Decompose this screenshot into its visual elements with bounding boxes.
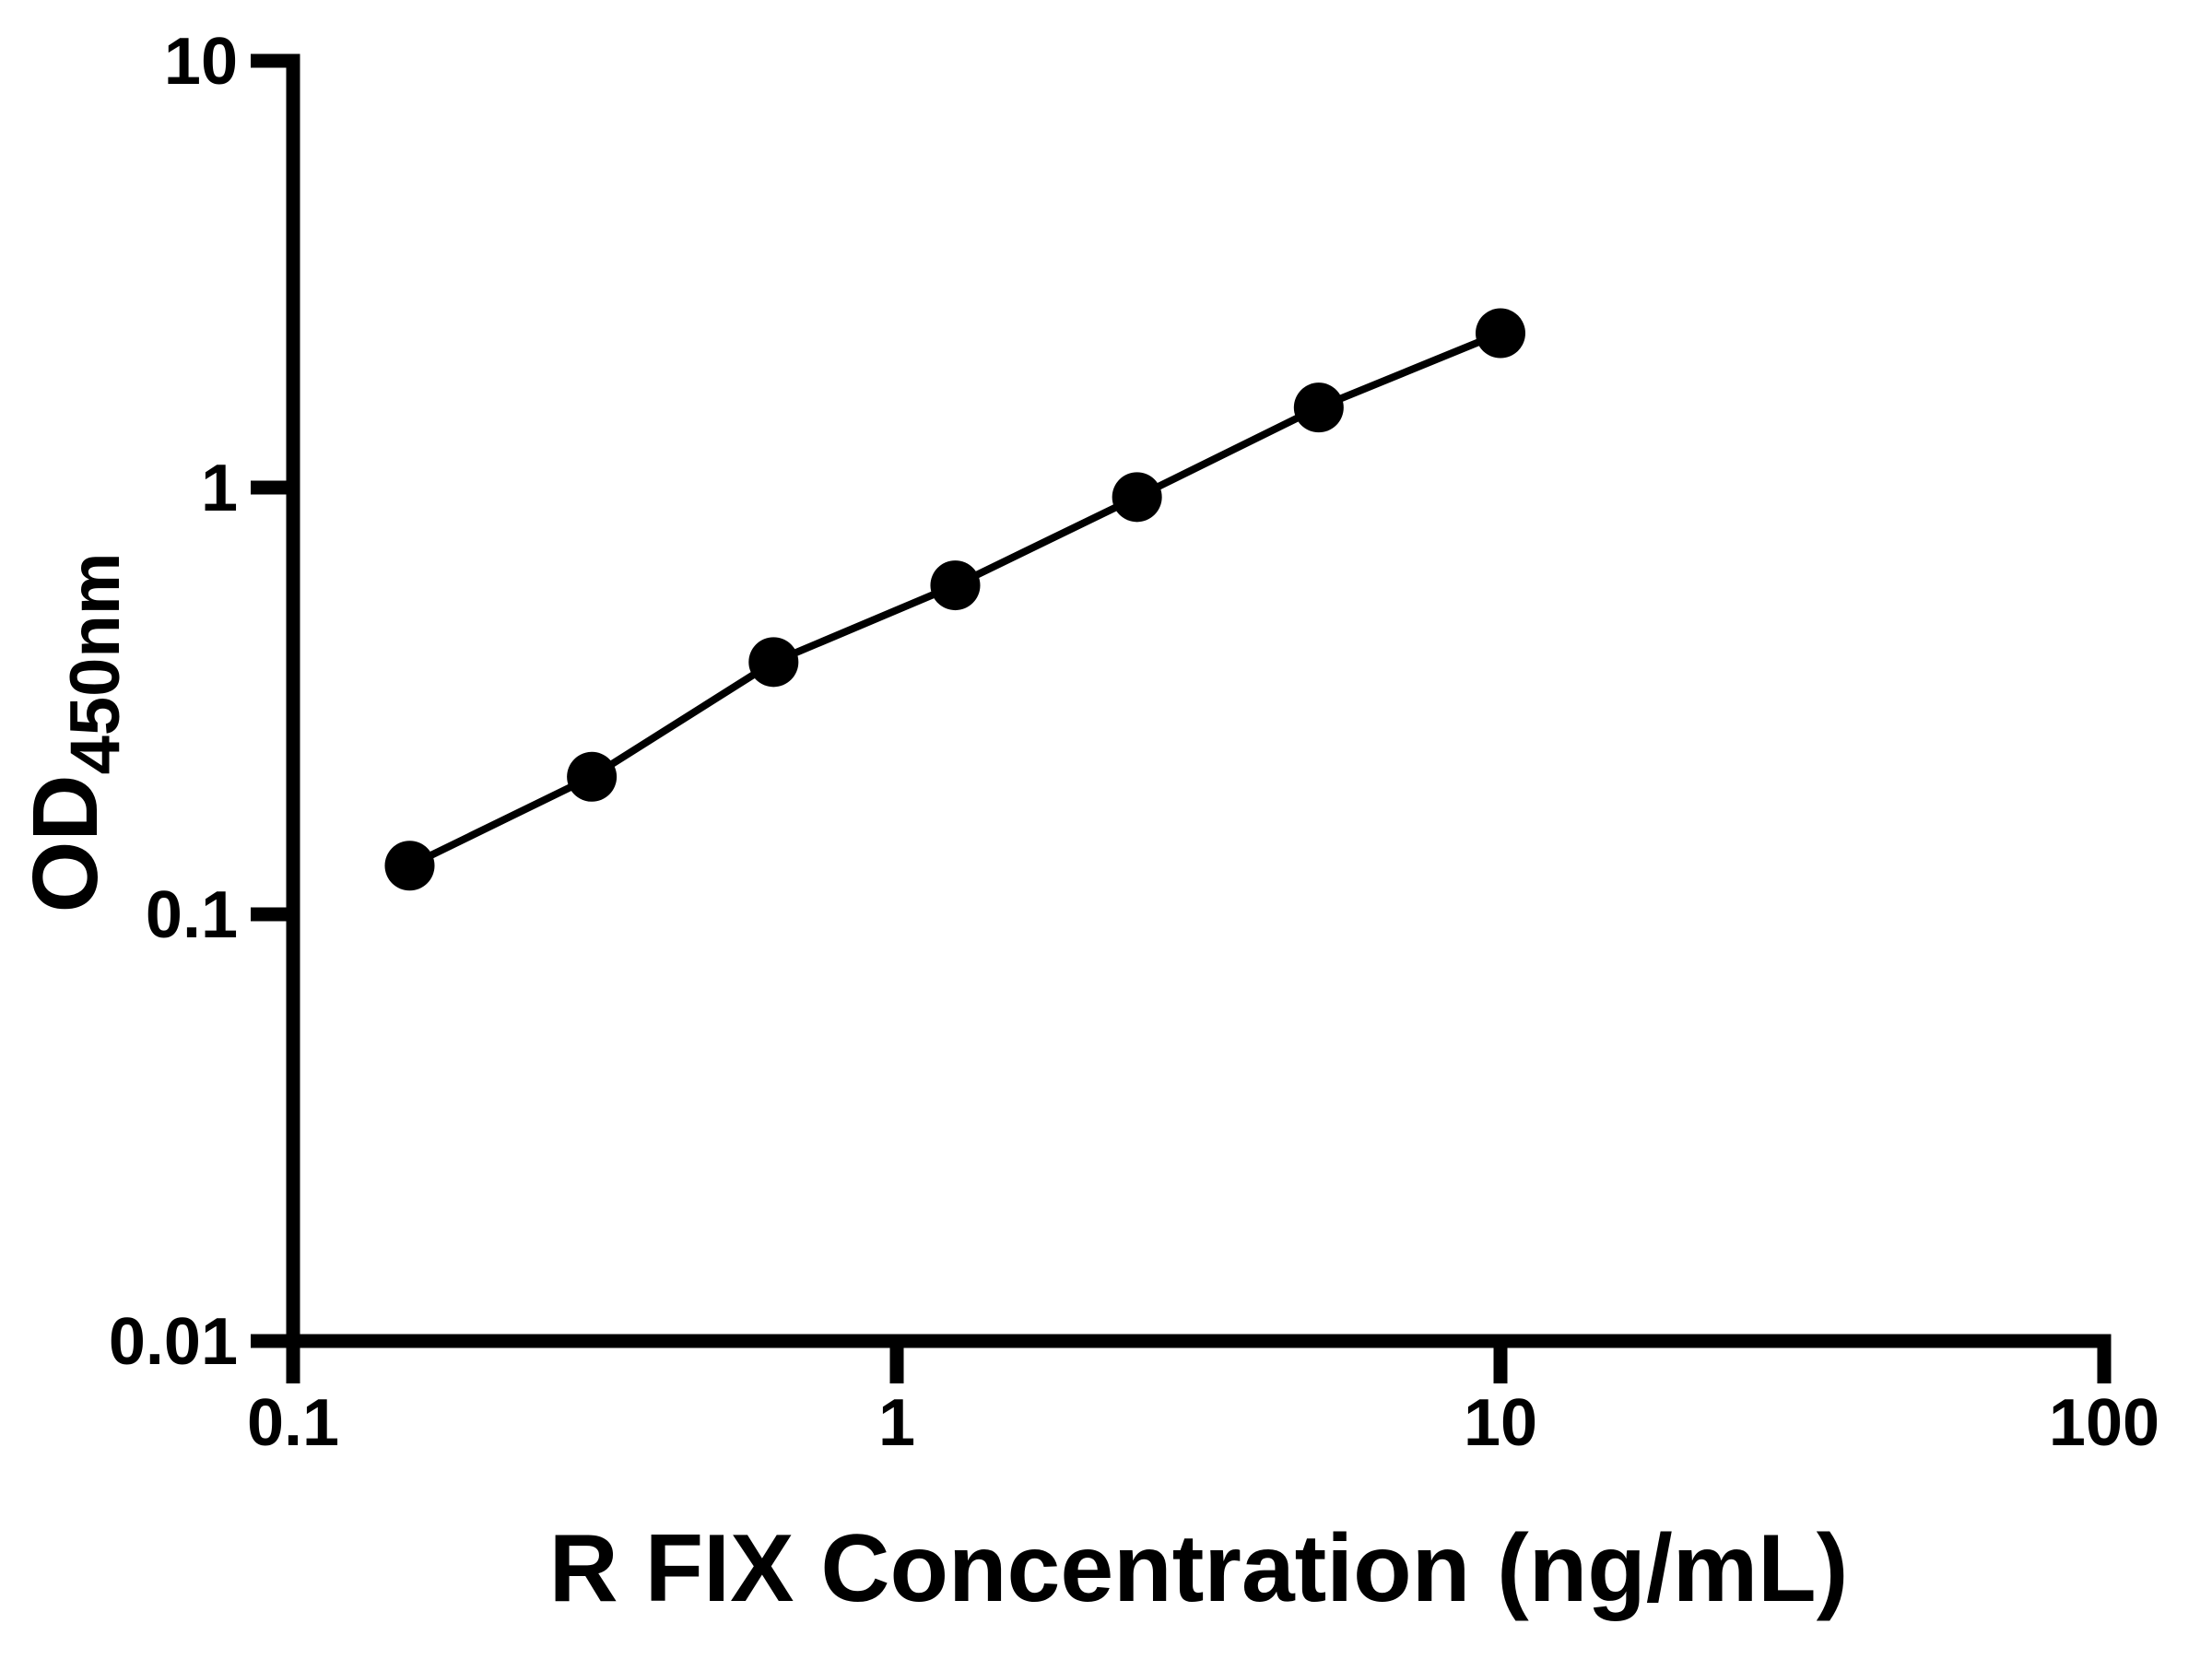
y-tick-label: 0.1 [146, 878, 238, 952]
x-tick-label: 1 [878, 1386, 915, 1460]
data-point-marker [567, 751, 618, 802]
x-tick-label: 100 [2049, 1386, 2159, 1460]
data-point-marker [1293, 382, 1344, 433]
data-point-marker [1112, 472, 1162, 523]
x-tick-label: 10 [1464, 1386, 1537, 1460]
x-tick-label: 0.1 [247, 1386, 339, 1460]
data-point-marker [1476, 308, 1525, 359]
y-axis-title-subscript: 450nm [56, 553, 135, 775]
y-tick-label: 1 [201, 452, 238, 525]
data-point-marker [384, 841, 435, 891]
y-tick-label: 10 [164, 25, 238, 99]
y-tick-label: 0.01 [109, 1305, 238, 1379]
x-axis-title: R FIX Concentration (ng/mL) [549, 1515, 1849, 1622]
y-axis-title-main: OD [14, 774, 117, 912]
data-point-marker [748, 637, 799, 688]
data-point-marker [930, 560, 981, 611]
y-axis-title: OD450nm [14, 553, 135, 913]
